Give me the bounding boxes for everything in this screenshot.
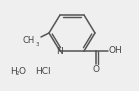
Text: OH: OH xyxy=(109,46,123,55)
Text: CH: CH xyxy=(23,36,35,45)
Text: HCl: HCl xyxy=(35,68,51,77)
Text: O: O xyxy=(19,68,26,77)
Text: H: H xyxy=(10,68,17,77)
Text: 2: 2 xyxy=(16,71,19,76)
Text: 3: 3 xyxy=(36,42,39,48)
Text: O: O xyxy=(93,65,100,74)
Text: N: N xyxy=(57,47,63,56)
